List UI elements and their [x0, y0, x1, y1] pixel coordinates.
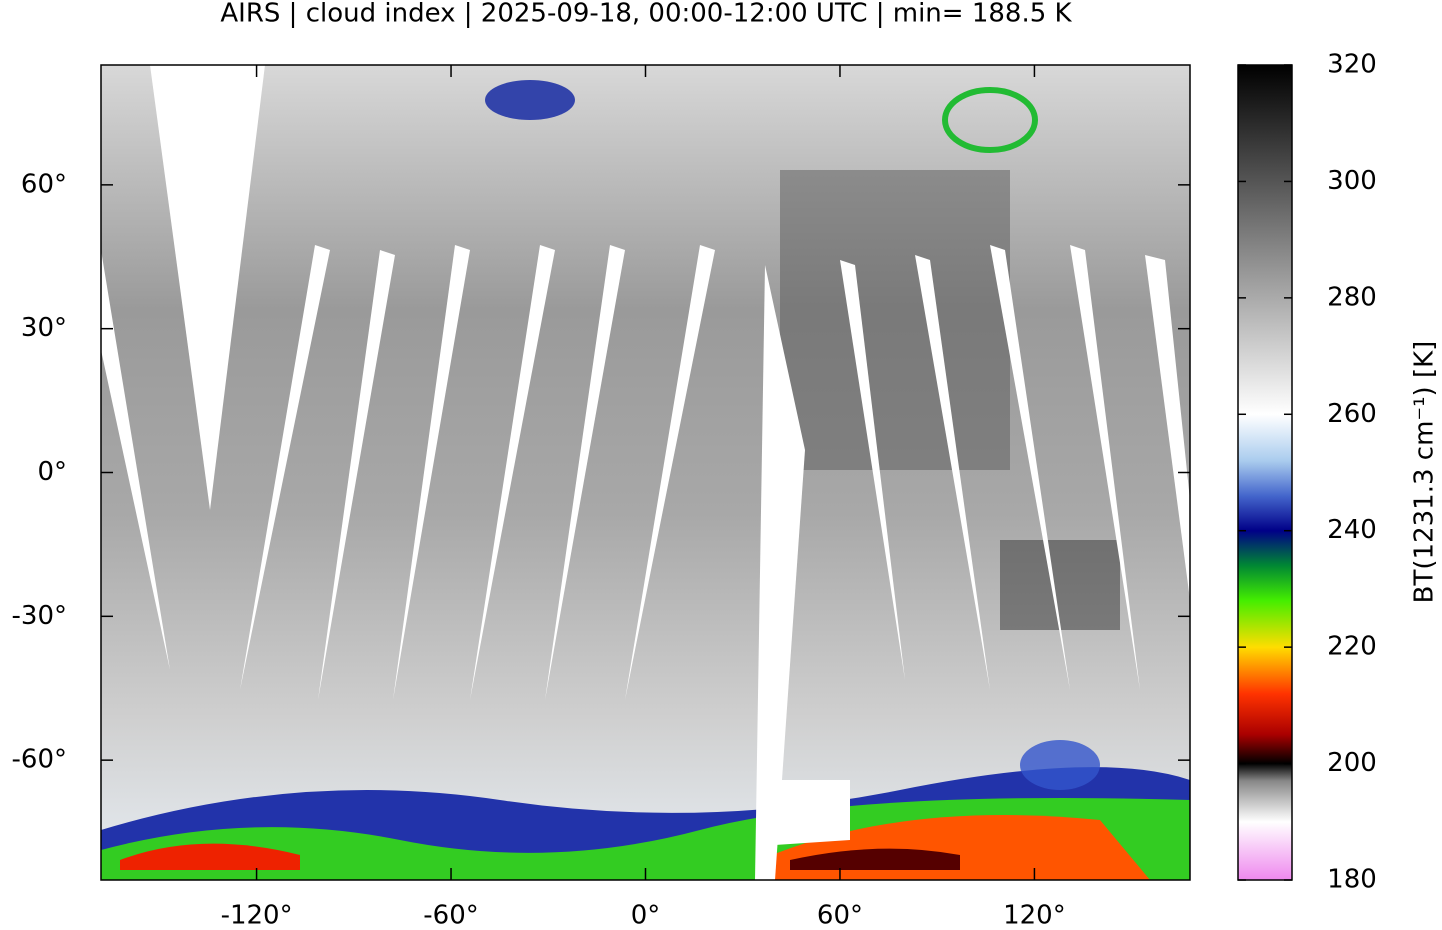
colorbar-tick-label: 240 — [1327, 515, 1377, 545]
colorbar-tick-label: 300 — [1327, 166, 1377, 196]
x-tick-label: -60° — [423, 901, 478, 930]
colorbar-tick-label: 220 — [1327, 632, 1377, 662]
y-tick-label: 30° — [21, 313, 67, 343]
x-tick-label: 0° — [631, 901, 661, 930]
colorbar-tick-label: 320 — [1327, 50, 1377, 80]
colorbar-tick-label: 200 — [1327, 748, 1377, 778]
colorbar-tick-label: 280 — [1327, 282, 1377, 312]
colorbar-tick-label: 260 — [1327, 399, 1377, 429]
x-tick-label: 60° — [817, 901, 863, 930]
x-tick-label: 120° — [1003, 901, 1066, 930]
y-tick-label: -60° — [12, 745, 67, 775]
map-image — [100, 64, 1191, 881]
colorbar-label: BT(1231.3 cm⁻¹) [K] — [1410, 341, 1440, 604]
y-tick-label: 0° — [37, 457, 67, 487]
title: AIRS | cloud index | 2025-09-18, 00:00-1… — [220, 0, 1072, 29]
colorbar — [1237, 64, 1293, 881]
colorbar-tick-label: 180 — [1327, 865, 1377, 895]
x-tick-label: -120° — [221, 901, 293, 930]
y-tick-label: 60° — [21, 169, 67, 199]
y-tick-label: -30° — [12, 601, 67, 631]
